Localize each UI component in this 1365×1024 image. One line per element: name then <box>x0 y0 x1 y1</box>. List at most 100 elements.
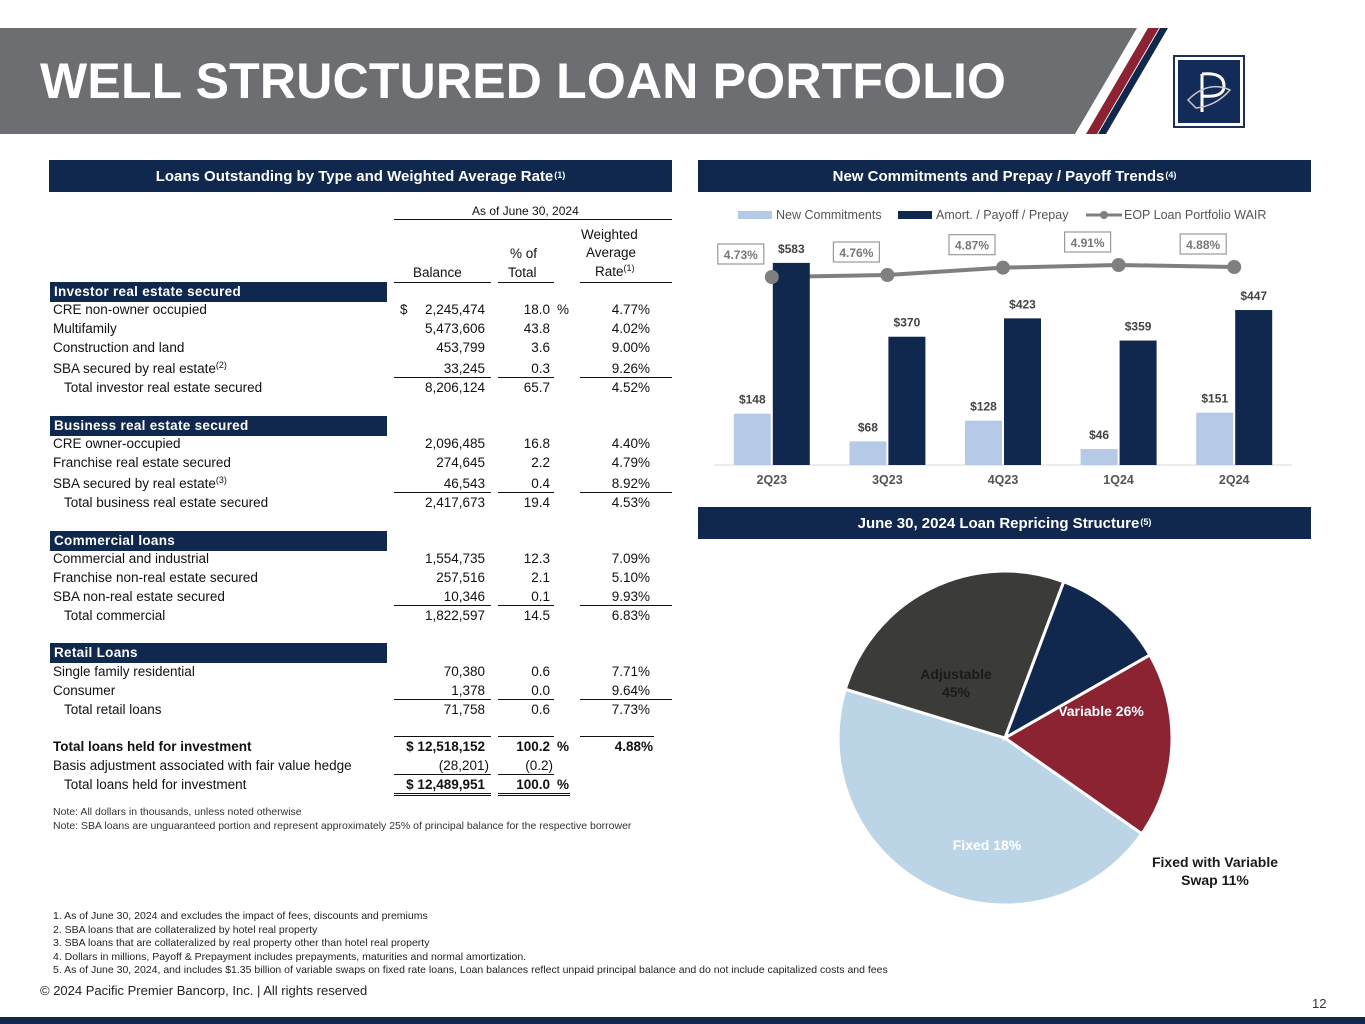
pie-label-0: 45% <box>942 684 971 700</box>
bar-label-amort: $423 <box>1009 297 1036 311</box>
wair-label: 4.91% <box>1071 236 1105 250</box>
col-balance: Balance <box>413 265 462 280</box>
row-rate: 6.83% <box>611 608 650 623</box>
row-balance: 5,473,606 <box>424 321 485 336</box>
row-balance: 274,645 <box>436 455 485 470</box>
col-pct-2: Total <box>508 265 537 280</box>
divider <box>498 774 554 775</box>
legend-label-2: EOP Loan Portfolio WAIR <box>1124 208 1266 222</box>
row-rate: 4.88% <box>614 739 653 754</box>
row-pct: 16.8 <box>523 436 550 451</box>
divider <box>394 774 491 775</box>
row-rate: 4.52% <box>611 380 650 395</box>
row-pct: 100.2 <box>516 739 550 754</box>
pie-label-2: Swap 11% <box>1181 872 1249 888</box>
wair-label-box <box>1179 233 1227 255</box>
bar-amort-payoff <box>1235 310 1273 465</box>
row-pct: 0.6 <box>531 664 550 679</box>
row-rate: 4.53% <box>611 495 650 510</box>
row-pct: 2.2 <box>531 455 550 470</box>
row-label: Franchise non-real estate secured <box>53 570 258 585</box>
row-balance: 10,346 <box>443 589 485 604</box>
pie-slice-fixed-with-variable-swap <box>1002 579 1152 742</box>
footnote: 2. SBA loans that are collateralized by … <box>53 923 318 936</box>
bar-label-new: $148 <box>739 393 766 407</box>
row-pct: 14.5 <box>523 608 550 623</box>
divider <box>394 736 491 737</box>
wair-label-box <box>832 241 880 263</box>
pie-slice-variable <box>843 569 1066 740</box>
bar-amort-payoff <box>1004 318 1041 465</box>
wair-label: 4.76% <box>839 246 873 260</box>
divider <box>498 699 554 700</box>
row-rate: 9.64% <box>611 683 650 698</box>
row-label: Total commercial <box>64 608 166 623</box>
row-label: Multifamily <box>53 321 117 336</box>
repricing-title: June 30, 2024 Loan Repricing Structure <box>857 514 1140 532</box>
divider <box>580 492 672 493</box>
row-label: Commercial and industrial <box>53 551 210 566</box>
category-business: Business real estate secured <box>50 416 387 436</box>
row-label: SBA non-real estate secured <box>53 589 225 604</box>
bar-label-new: $151 <box>1201 392 1228 406</box>
bar-new-commitments <box>1196 412 1234 465</box>
pct-sign: % <box>557 739 570 754</box>
row-balance: 2,245,474 <box>424 302 485 317</box>
col-war-2: Average <box>586 245 637 260</box>
row-pct: 18.0 <box>523 302 550 317</box>
note: Note: SBA loans are unguaranteed portion… <box>53 820 632 832</box>
divider <box>580 699 672 700</box>
category-investor: Investor real estate secured <box>50 282 387 302</box>
row-balance: 2,096,485 <box>424 436 485 451</box>
pie-slice-fixed <box>1002 652 1174 836</box>
row-pct: 12.3 <box>523 551 550 566</box>
wair-label: 4.87% <box>955 239 989 253</box>
divider <box>394 282 491 283</box>
divider <box>394 605 491 606</box>
logo-monogram-icon <box>1186 72 1232 112</box>
page-number: 12 <box>1312 996 1327 1011</box>
pie-slice-adjustable <box>836 687 1144 907</box>
row-pct: 0.3 <box>531 361 550 376</box>
footnote: 5. As of June 30, 2024, and includes $1.… <box>53 964 888 977</box>
row-balance: $ 12,489,951 <box>406 777 485 792</box>
divider <box>498 377 554 378</box>
page-title: WELL STRUCTURED LOAN PORTFOLIO <box>40 53 1007 109</box>
bar-label-amort: $370 <box>894 316 921 330</box>
footnote: 4. Dollars in millions, Payoff & Prepaym… <box>53 950 527 963</box>
dollar-sign: $ <box>400 302 408 317</box>
wair-label-box <box>717 243 765 265</box>
divider <box>580 377 672 378</box>
row-label: Total investor real estate secured <box>64 380 263 395</box>
row-label: CRE owner-occupied <box>53 436 181 451</box>
row-rate: 4.79% <box>611 455 650 470</box>
bar-label-amort: $359 <box>1125 320 1152 334</box>
bar-label-new: $128 <box>970 400 997 414</box>
row-balance: (28,201) <box>438 758 489 773</box>
divider <box>498 282 554 283</box>
x-tick-label: 2Q24 <box>1219 473 1250 487</box>
pie-label-3: Fixed 18% <box>953 837 1022 853</box>
col-pct-1: % of <box>510 246 538 261</box>
footnote-ref: (4) <box>1165 170 1177 180</box>
row-label: Total loans held for investment <box>64 777 247 792</box>
bar-label-amort: $583 <box>778 242 805 256</box>
note: Note: All dollars in thousands, unless n… <box>53 806 302 818</box>
x-tick-label: 3Q23 <box>872 473 903 487</box>
row-label: Consumer <box>53 683 116 698</box>
bar-label-amort: $447 <box>1240 289 1267 303</box>
commitments-chart: New Commitments Amort. / Payoff / Prepay E… <box>714 208 1292 487</box>
divider <box>394 793 491 794</box>
bar-label-new: $46 <box>1089 428 1109 442</box>
x-tick-label: 4Q23 <box>988 473 1019 487</box>
row-pct: 43.8 <box>523 321 550 336</box>
divider <box>498 736 554 737</box>
row-label: Franchise real estate secured <box>53 455 231 470</box>
commitments-title: New Commitments and Prepay / Payoff Tren… <box>832 167 1165 185</box>
bar-new-commitments <box>849 441 887 465</box>
as-of-label: As of June 30, 2024 <box>472 204 579 218</box>
header-banner <box>0 28 1168 134</box>
row-pct: (0.2) <box>525 758 553 773</box>
footnote-ref: (2) <box>215 360 227 370</box>
bar-new-commitments <box>1080 449 1118 465</box>
